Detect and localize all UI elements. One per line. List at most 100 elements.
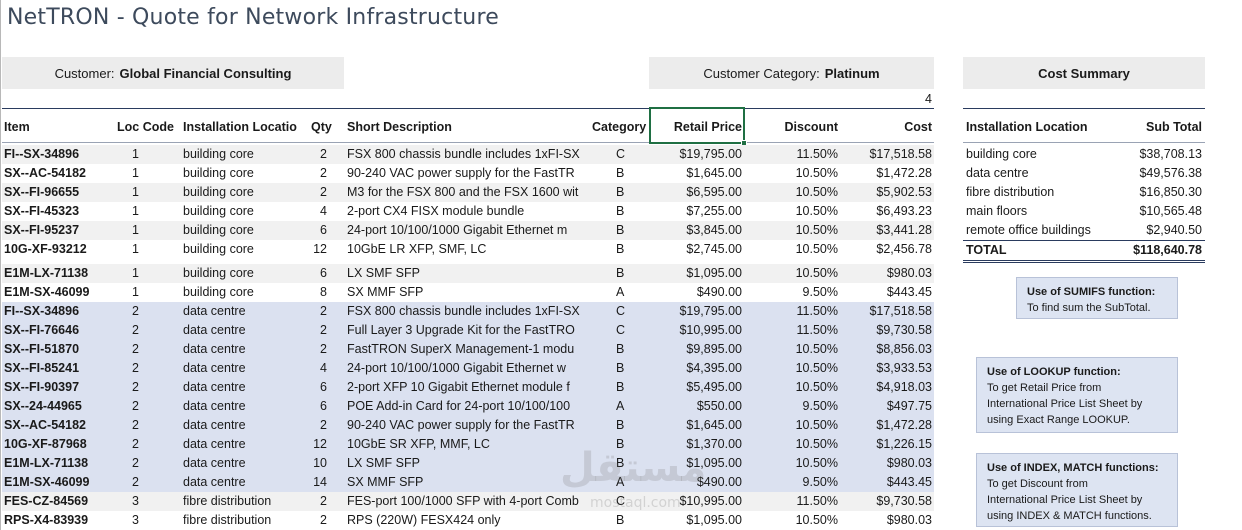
category-index-value[interactable]: 4 [925, 92, 932, 106]
cell-retail-price[interactable]: $19,795.00 [679, 147, 742, 161]
summary-total-value[interactable]: $118,640.78 [1133, 243, 1202, 257]
cell-category[interactable]: B [616, 266, 625, 280]
cell-item-code[interactable]: 10G-XF-93212 [4, 242, 87, 256]
cell-retail-price[interactable]: $1,095.00 [686, 456, 742, 470]
cell-category[interactable]: B [616, 456, 625, 470]
summary-location[interactable]: main floors [966, 204, 1028, 218]
cell-loc-code[interactable]: 2 [132, 380, 139, 394]
cell-short-description[interactable]: FSX 800 chassis bundle includes 1xFI-SX [347, 147, 580, 161]
cell-item-code[interactable]: SX--FI-51870 [4, 342, 80, 356]
cell-loc-code[interactable]: 3 [132, 494, 139, 508]
cell-retail-price[interactable]: $7,255.00 [686, 204, 742, 218]
cell-qty[interactable]: 2 [320, 342, 327, 356]
cell-retail-price[interactable]: $490.00 [696, 475, 742, 489]
summary-location[interactable]: building core [966, 147, 1037, 161]
summary-header-subtotal[interactable]: Sub Total [1145, 120, 1202, 134]
index-match-note[interactable]: Use of INDEX, MATCH functions: To get Di… [976, 453, 1178, 527]
cell-cost[interactable]: $3,933.53 [876, 361, 932, 375]
cell-category[interactable]: B [616, 185, 625, 199]
table-row[interactable]: FI--SX-34896 2 data centre 2 FSX 800 chassis… [2, 302, 934, 321]
cell-cost[interactable]: $17,518.58 [869, 147, 932, 161]
cell-short-description[interactable]: FES-port 100/1000 SFP with 4-port Comb [347, 494, 579, 508]
cell-cost[interactable]: $980.03 [886, 456, 932, 470]
cell-discount[interactable]: 11.50% [796, 147, 838, 161]
cell-discount[interactable]: 10.50% [795, 223, 838, 237]
summary-subtotal[interactable]: $10,565.48 [1139, 204, 1202, 218]
cell-discount[interactable]: 10.50% [795, 242, 838, 256]
lookup-note[interactable]: Use of LOOKUP function: To get Retail Pr… [976, 357, 1178, 433]
cell-discount[interactable]: 10.50% [795, 418, 838, 432]
cell-discount[interactable]: 10.50% [795, 437, 838, 451]
cell-cost[interactable]: $6,493.23 [876, 204, 932, 218]
cell-short-description[interactable]: 24-port 10/100/1000 Gigabit Ethernet w [347, 361, 566, 375]
cell-qty[interactable]: 6 [320, 380, 327, 394]
cell-retail-price[interactable]: $10,995.00 [679, 494, 742, 508]
table-row[interactable]: SX--FI-45323 1 building core 4 2-port CX4 FI… [2, 202, 934, 221]
cell-loc-code[interactable]: 1 [132, 285, 139, 299]
cell-item-code[interactable]: E1M-SX-46099 [4, 475, 90, 489]
cell-loc-code[interactable]: 2 [132, 399, 139, 413]
cell-qty[interactable]: 14 [313, 475, 327, 489]
cell-retail-price[interactable]: $2,745.00 [686, 242, 742, 256]
header-short-description[interactable]: Short Description [347, 120, 452, 134]
cell-qty[interactable]: 10 [313, 456, 327, 470]
cell-qty[interactable]: 4 [320, 204, 327, 218]
cell-short-description[interactable]: SX MMF SFP [347, 475, 424, 489]
cell-retail-price[interactable]: $1,645.00 [686, 418, 742, 432]
cell-qty[interactable]: 12 [313, 242, 327, 256]
cell-discount[interactable]: 10.50% [795, 342, 838, 356]
cell-cost[interactable]: $1,472.28 [876, 166, 932, 180]
table-row[interactable]: E1M-SX-46099 2 data centre 14 SX MMF SFP A $49… [2, 473, 934, 492]
cell-qty[interactable]: 2 [320, 185, 327, 199]
cell-item-code[interactable]: SX--FI-96655 [4, 185, 80, 199]
cell-category[interactable]: A [616, 399, 625, 413]
cell-cost[interactable]: $443.45 [886, 285, 932, 299]
cell-qty[interactable]: 6 [320, 223, 327, 237]
cell-short-description[interactable]: M3 for the FSX 800 and the FSX 1600 wit [347, 185, 579, 199]
table-row[interactable]: RPS-X4-83939 3 fibre distribution 2 RPS (220… [2, 511, 934, 530]
cell-retail-price[interactable]: $19,795.00 [679, 304, 742, 318]
cell-category[interactable]: B [616, 361, 625, 375]
cell-short-description[interactable]: 90-240 VAC power supply for the FastTR [347, 166, 575, 180]
summary-location[interactable]: data centre [966, 166, 1029, 180]
cell-loc-code[interactable]: 2 [132, 456, 139, 470]
cell-discount[interactable]: 9.50% [802, 285, 838, 299]
cell-item-code[interactable]: RPS-X4-83939 [4, 513, 89, 527]
cell-item-code[interactable]: E1M-LX-71138 [4, 456, 89, 470]
cell-loc-code[interactable]: 1 [132, 204, 139, 218]
cell-item-code[interactable]: SX--FI-90397 [4, 380, 80, 394]
cell-cost[interactable]: $1,472.28 [876, 418, 932, 432]
cell-cost[interactable]: $9,730.58 [876, 494, 932, 508]
cell-category[interactable]: B [616, 223, 625, 237]
summary-subtotal[interactable]: $16,850.30 [1139, 185, 1202, 199]
cell-item-code[interactable]: SX--24-44965 [4, 399, 82, 413]
cell-installation-location[interactable]: data centre [183, 342, 246, 356]
cell-cost[interactable]: $443.45 [886, 475, 932, 489]
cell-cost[interactable]: $980.03 [886, 513, 932, 527]
cell-cost[interactable]: $497.75 [886, 399, 932, 413]
cell-qty[interactable]: 8 [320, 285, 327, 299]
cell-qty[interactable]: 2 [320, 323, 327, 337]
summary-total-label[interactable]: TOTAL [966, 243, 1007, 257]
table-row[interactable]: SX--FI-51870 2 data centre 2 FastTRON SuperX… [2, 340, 934, 359]
cell-retail-price[interactable]: $1,095.00 [686, 266, 742, 280]
cell-discount[interactable]: 10.50% [795, 185, 838, 199]
cell-item-code[interactable]: SX--FI-76646 [4, 323, 80, 337]
cell-loc-code[interactable]: 1 [132, 147, 139, 161]
cell-retail-price[interactable]: $1,370.00 [686, 437, 742, 451]
cell-loc-code[interactable]: 2 [132, 437, 139, 451]
cell-retail-price[interactable]: $490.00 [696, 285, 742, 299]
cell-cost[interactable]: $5,902.53 [876, 185, 932, 199]
table-row[interactable]: FES-CZ-84569 3 fibre distribution 2 FES-port… [2, 492, 934, 511]
cell-short-description[interactable]: LX SMF SFP [347, 266, 420, 280]
cell-qty[interactable]: 2 [320, 304, 327, 318]
cell-loc-code[interactable]: 1 [132, 266, 139, 280]
cell-category[interactable]: B [616, 437, 625, 451]
cell-retail-price[interactable]: $6,595.00 [686, 185, 742, 199]
header-category[interactable]: Category [592, 120, 647, 134]
cell-category[interactable]: C [616, 304, 626, 318]
cell-short-description[interactable]: 24-port 10/100/1000 Gigabit Ethernet m [347, 223, 568, 237]
cell-item-code[interactable]: FI--SX-34896 [4, 304, 80, 318]
header-loc-code[interactable]: Loc Code [117, 120, 174, 134]
cell-short-description[interactable]: 10GbE SR XFP, MMF, LC [347, 437, 490, 451]
